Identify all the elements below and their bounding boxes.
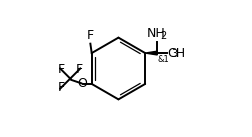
Text: F: F bbox=[57, 63, 64, 76]
Text: F: F bbox=[76, 63, 83, 76]
Text: F: F bbox=[86, 29, 93, 42]
Polygon shape bbox=[145, 51, 157, 55]
Text: F: F bbox=[57, 82, 64, 95]
Text: 2: 2 bbox=[160, 31, 166, 41]
Text: O: O bbox=[77, 77, 87, 90]
Text: CH: CH bbox=[167, 47, 185, 60]
Text: NH: NH bbox=[146, 27, 165, 40]
Text: &1: &1 bbox=[157, 55, 169, 64]
Text: 3: 3 bbox=[171, 49, 177, 59]
